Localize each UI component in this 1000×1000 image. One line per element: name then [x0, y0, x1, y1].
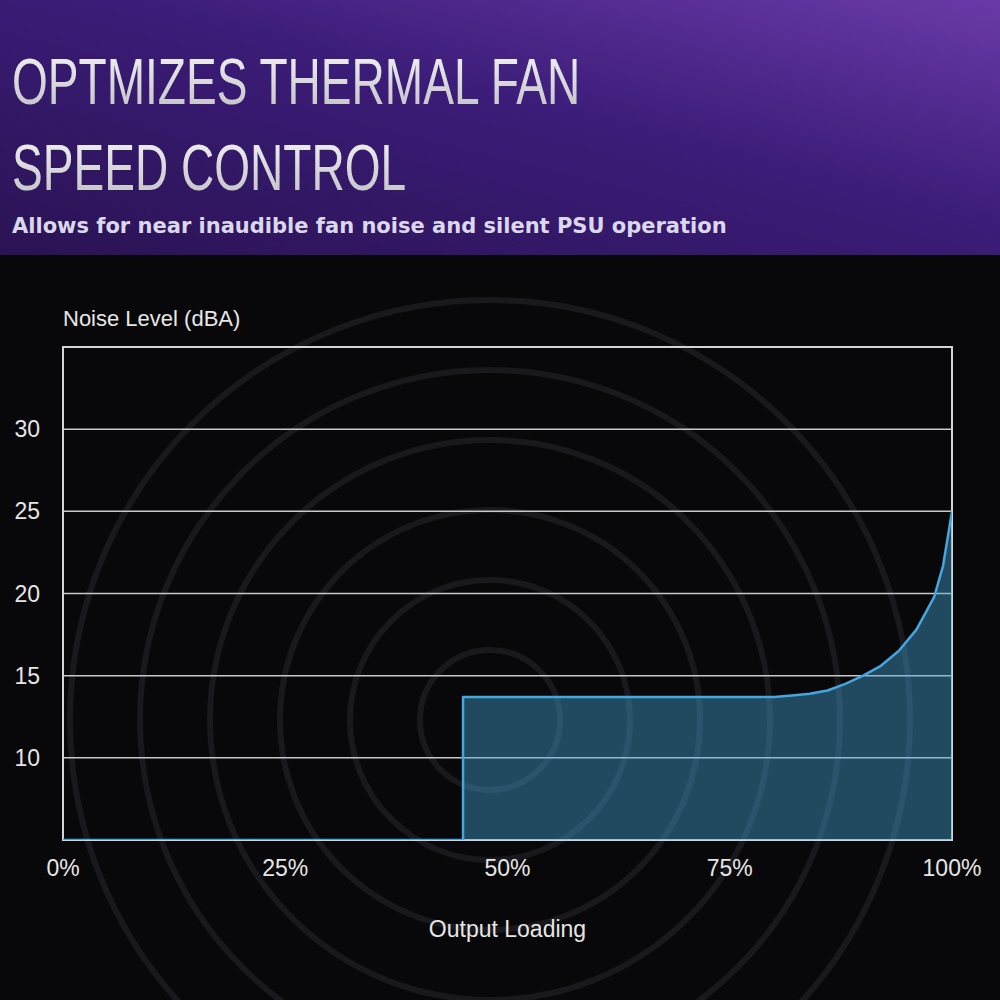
x-tick-label: 50% [484, 855, 530, 881]
y-tick-label: 15 [14, 663, 40, 689]
plot-frame [63, 347, 952, 840]
title-line: SPEED CONTROL [12, 133, 406, 204]
area-fill [63, 511, 952, 840]
grid-line [63, 511, 952, 513]
y-tick-label: 10 [14, 745, 40, 771]
y-tick-label: 20 [14, 581, 40, 607]
fan-ring [140, 370, 840, 1000]
grid-line [63, 675, 952, 677]
line [63, 511, 952, 840]
x-axis-title: Output Loading [429, 916, 586, 942]
y-axis-title: Noise Level (dBA) [63, 306, 240, 331]
title: OPTMIZES THERMAL FAN SPEED CONTROL [12, 47, 580, 204]
fan-decoration [70, 300, 910, 1000]
subtitle: Allows for near inaudible fan noise and … [12, 214, 727, 238]
marks [63, 511, 952, 840]
y-tick-label: 25 [14, 498, 40, 524]
header-band [0, 0, 1000, 255]
grid-line [63, 593, 952, 595]
y-tick-label: 30 [14, 416, 40, 442]
x-tick-label: 0% [46, 855, 79, 881]
x-tick-label: 75% [707, 855, 753, 881]
x-tick-label: 25% [262, 855, 308, 881]
fan-ring [70, 300, 910, 1000]
title-line: OPTMIZES THERMAL FAN [12, 47, 580, 118]
x-tick-label: 100% [923, 855, 982, 881]
grid-line [63, 428, 952, 430]
chart: OPTMIZES THERMAL FAN SPEED CONTROL Allows … [0, 0, 1000, 1000]
